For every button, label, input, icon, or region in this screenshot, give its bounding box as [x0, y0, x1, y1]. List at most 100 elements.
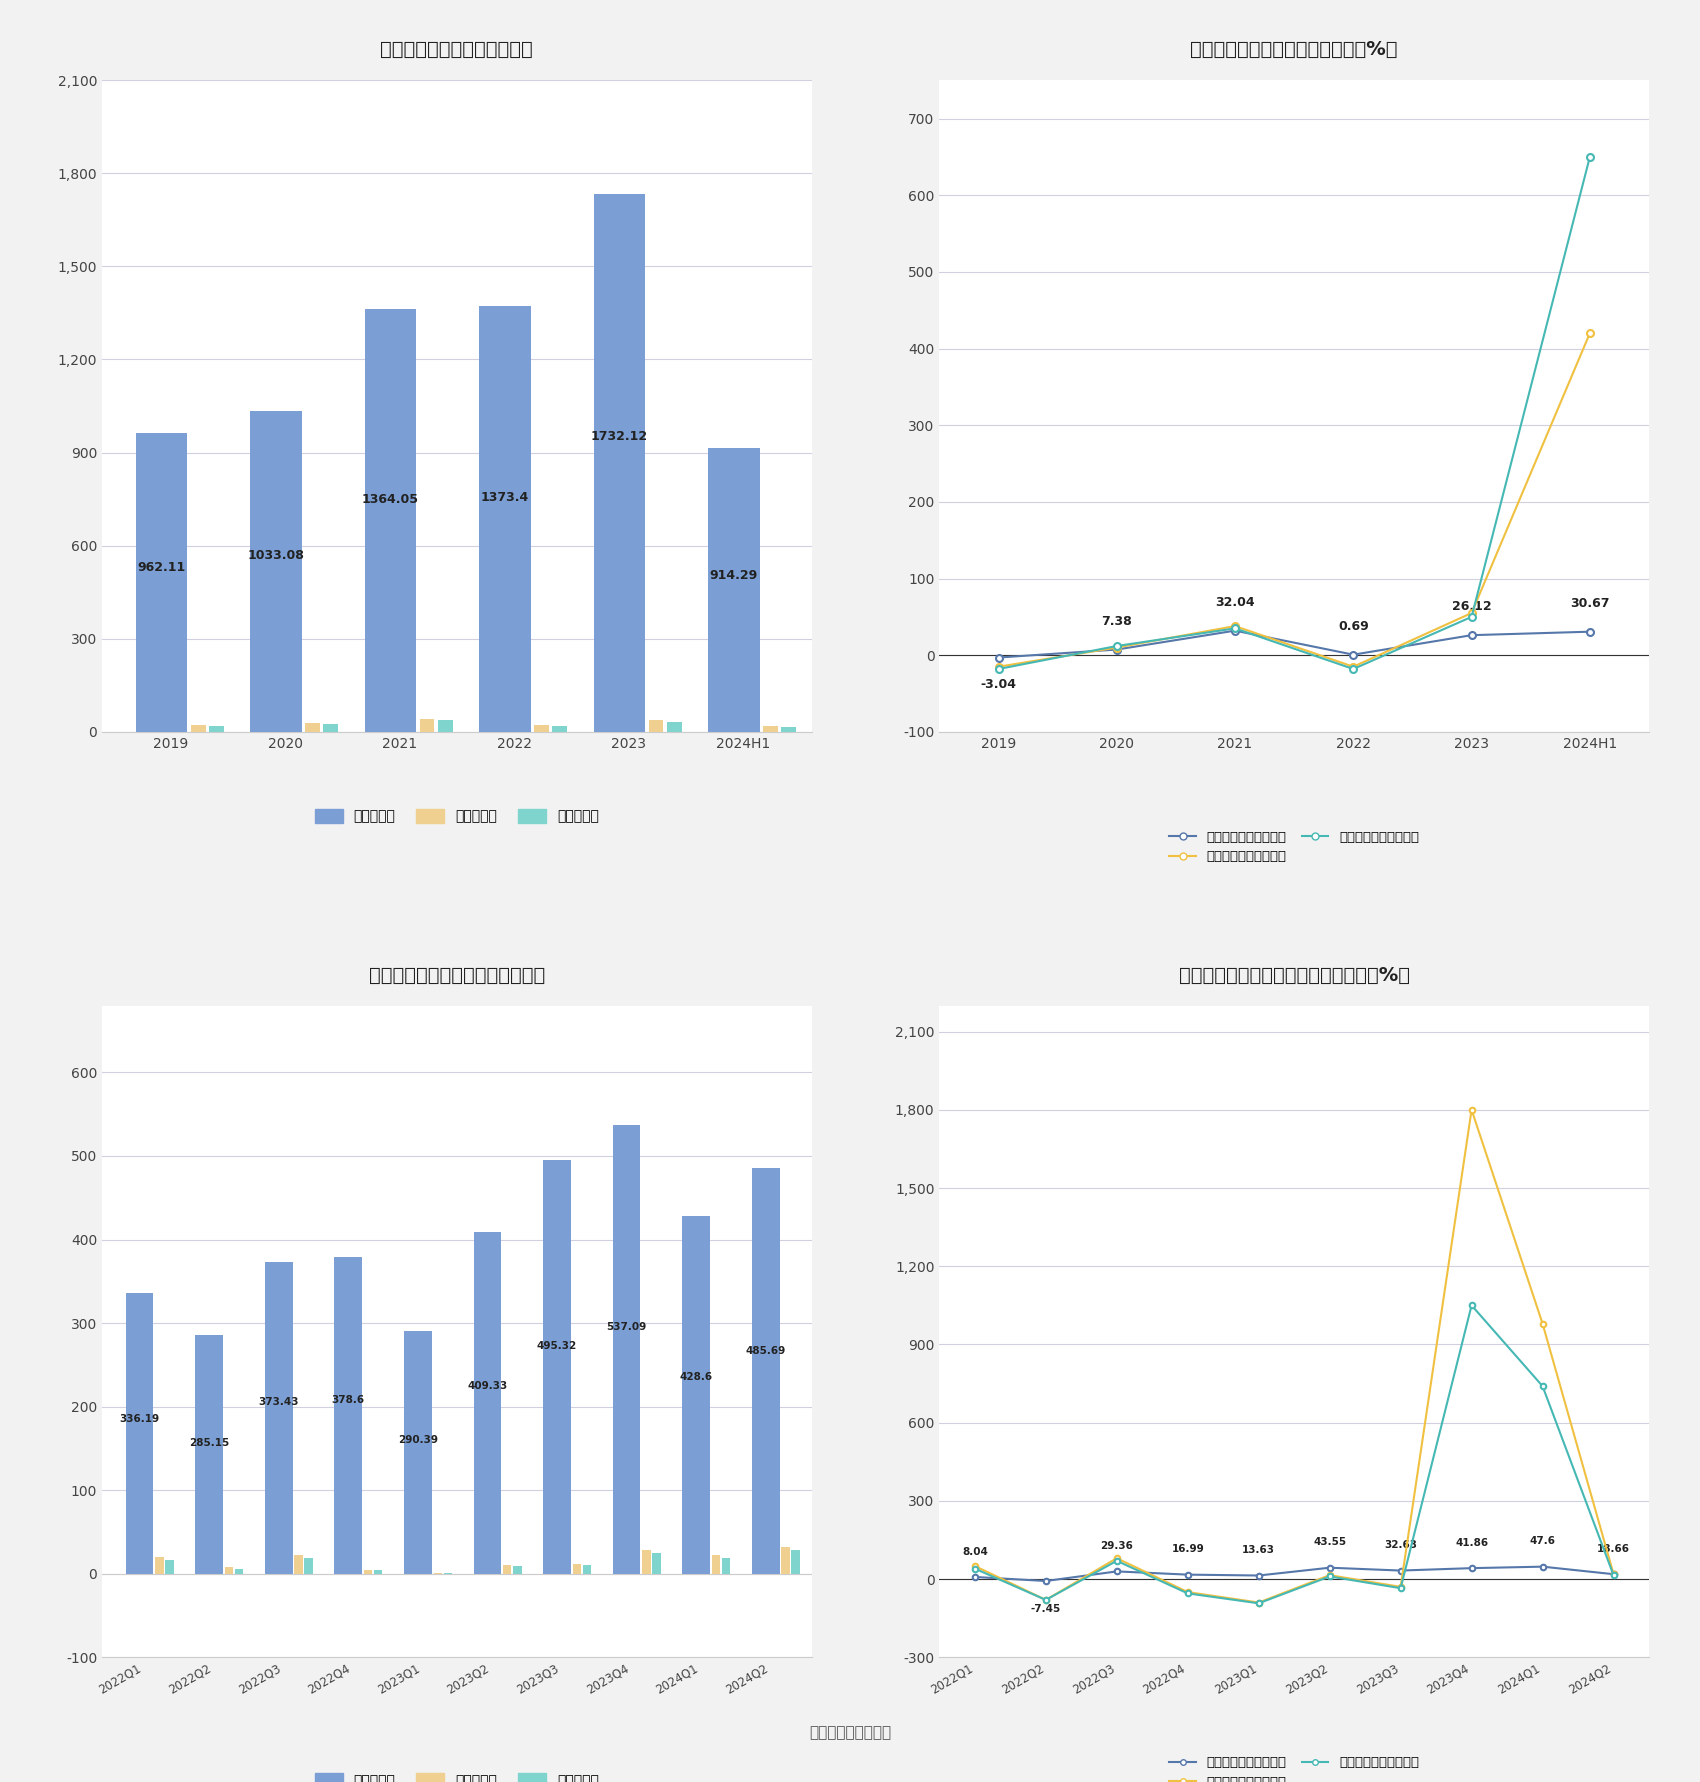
Bar — [712, 1556, 721, 1574]
Bar — [306, 723, 320, 732]
Text: 290.39: 290.39 — [398, 1435, 439, 1445]
归母净利润同比增长率 — [1107, 636, 1127, 658]
Text: 7.38: 7.38 — [1102, 615, 1132, 627]
Legend: 营业总收入同比增长率, 归母净利润同比增长率, 扣非净利润同比增长率: 营业总收入同比增长率, 归母净利润同比增长率, 扣非净利润同比增长率 — [1164, 1752, 1425, 1782]
Title: 历年营收、净利情况（亿元）: 历年营收、净利情况（亿元） — [381, 41, 534, 59]
Text: 32.04: 32.04 — [1216, 595, 1255, 609]
Text: 373.43: 373.43 — [258, 1397, 299, 1408]
Text: 43.55: 43.55 — [1312, 1538, 1346, 1547]
归母净利润同比增长率 — [1248, 1591, 1268, 1613]
Bar — [573, 1563, 581, 1574]
Bar — [420, 718, 435, 732]
扣非净利润同比增长率 — [1603, 1565, 1624, 1586]
扣非净利润同比增长率 — [1107, 1550, 1127, 1572]
Bar — [209, 727, 224, 732]
Text: 285.15: 285.15 — [189, 1438, 230, 1447]
归母净利润同比增长率 — [1224, 615, 1244, 636]
扣非净利润同比增长率 — [1248, 1593, 1268, 1614]
Title: 营收、净利季度变动情况（亿元）: 营收、净利季度变动情况（亿元） — [369, 966, 546, 985]
Text: 485.69: 485.69 — [746, 1345, 785, 1356]
Bar — [250, 412, 301, 732]
Bar — [374, 1570, 382, 1574]
归母净利润同比增长率 — [1579, 323, 1600, 344]
营业总收入同比增长率 — [1462, 1557, 1482, 1579]
Text: 26.12: 26.12 — [1452, 601, 1491, 613]
Bar — [155, 1557, 163, 1574]
营业总收入同比增长率 — [1532, 1556, 1552, 1577]
Bar — [583, 1565, 592, 1574]
Text: 1364.05: 1364.05 — [362, 492, 418, 506]
Line: 归母净利润同比增长率: 归母净利润同比增长率 — [994, 330, 1593, 670]
Legend: 营业总收入, 归母净利润, 扣非净利润: 营业总收入, 归母净利润, 扣非净利润 — [309, 1768, 605, 1782]
Line: 归母净利润同比增长率: 归母净利润同比增长率 — [972, 1107, 1617, 1606]
Bar — [224, 1566, 233, 1574]
Text: -3.04: -3.04 — [981, 679, 1017, 691]
Line: 营业总收入同比增长率: 营业总收入同比增长率 — [994, 627, 1593, 661]
Bar — [653, 1552, 661, 1574]
扣非净利润同比增长率 — [1178, 1582, 1198, 1604]
Text: 428.6: 428.6 — [680, 1372, 712, 1381]
Bar — [366, 308, 416, 732]
归母净利润同比增长率 — [1107, 1547, 1127, 1568]
Bar — [304, 1557, 313, 1574]
Bar — [165, 1559, 173, 1574]
营业总收入同比增长率 — [1224, 620, 1244, 642]
Legend: 营业总收入, 归母净利润, 扣非净利润: 营业总收入, 归母净利润, 扣非净利润 — [309, 804, 605, 829]
归母净利润同比增长率 — [1319, 1565, 1340, 1586]
Line: 营业总收入同比增长率: 营业总收入同比增长率 — [972, 1565, 1617, 1584]
Bar — [294, 1556, 303, 1574]
Text: 32.63: 32.63 — [1384, 1540, 1418, 1550]
Bar — [682, 1215, 711, 1574]
扣非净利润同比增长率 — [988, 658, 1008, 679]
Bar — [643, 1550, 651, 1574]
Text: 914.29: 914.29 — [709, 568, 758, 583]
扣非净利润同比增长率 — [1391, 1577, 1411, 1598]
Bar — [479, 307, 530, 732]
营业总收入同比增长率 — [1391, 1559, 1411, 1581]
Text: 8.04: 8.04 — [962, 1547, 988, 1557]
营业总收入同比增长率 — [1343, 643, 1363, 665]
Bar — [439, 720, 452, 732]
Bar — [648, 720, 663, 732]
归母净利润同比增长率 — [1035, 1590, 1056, 1611]
Bar — [542, 1160, 571, 1574]
Text: 数据来源：恒生聚源: 数据来源：恒生聚源 — [809, 1725, 891, 1741]
Text: 409.33: 409.33 — [468, 1381, 508, 1390]
营业总收入同比增长率 — [1462, 624, 1482, 645]
归母净利润同比增长率 — [988, 656, 1008, 677]
营业总收入同比增长率 — [1178, 1565, 1198, 1586]
Text: 47.6: 47.6 — [1530, 1536, 1556, 1547]
Text: 962.11: 962.11 — [138, 561, 185, 574]
Text: 1373.4: 1373.4 — [481, 492, 529, 504]
扣非净利润同比增长率 — [1224, 618, 1244, 640]
Title: 历年营收、净利同比增长率情况（%）: 历年营收、净利同比增长率情况（%） — [1190, 41, 1397, 59]
Bar — [136, 433, 187, 732]
扣非净利润同比增长率 — [1107, 636, 1127, 658]
Bar — [534, 725, 549, 732]
Bar — [235, 1568, 243, 1574]
Text: 29.36: 29.36 — [1100, 1541, 1134, 1550]
扣非净利润同比增长率 — [1579, 146, 1600, 168]
Text: 1033.08: 1033.08 — [248, 549, 304, 561]
扣非净利润同比增长率 — [1035, 1590, 1056, 1611]
Bar — [335, 1258, 362, 1574]
Bar — [707, 447, 760, 732]
Text: 0.69: 0.69 — [1338, 620, 1369, 633]
Bar — [196, 1335, 223, 1574]
归母净利润同比增长率 — [1391, 1577, 1411, 1598]
扣非净利润同比增长率 — [1343, 658, 1363, 679]
Bar — [323, 725, 338, 732]
Bar — [782, 727, 796, 732]
Bar — [405, 1331, 432, 1574]
扣非净利润同比增长率 — [1462, 1296, 1482, 1317]
Bar — [126, 1292, 153, 1574]
Line: 扣非净利润同比增长率: 扣非净利润同比增长率 — [972, 1303, 1617, 1606]
Text: 30.67: 30.67 — [1571, 597, 1610, 609]
营业总收入同比增长率 — [1107, 1561, 1127, 1582]
Bar — [190, 725, 206, 732]
Bar — [593, 194, 644, 732]
Text: 1732.12: 1732.12 — [592, 429, 648, 442]
Bar — [612, 1124, 641, 1574]
Bar — [763, 725, 779, 732]
Bar — [474, 1231, 502, 1574]
